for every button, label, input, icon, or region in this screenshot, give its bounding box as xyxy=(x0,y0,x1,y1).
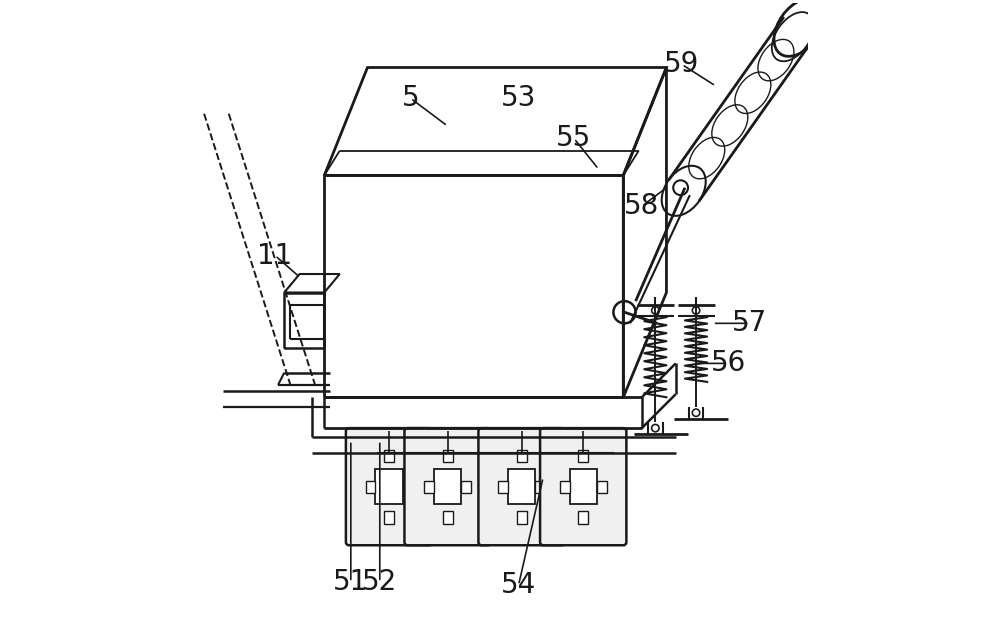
Bar xyxy=(498,481,508,493)
Bar xyxy=(535,481,545,493)
Text: 5: 5 xyxy=(402,85,419,113)
Text: 57: 57 xyxy=(732,309,767,337)
Text: 59: 59 xyxy=(664,50,700,78)
Bar xyxy=(403,481,412,493)
Bar xyxy=(375,470,403,504)
FancyBboxPatch shape xyxy=(540,428,626,545)
Bar xyxy=(597,481,607,493)
FancyBboxPatch shape xyxy=(478,428,565,545)
Bar xyxy=(443,450,453,462)
Text: 56: 56 xyxy=(710,350,746,378)
Text: 11: 11 xyxy=(257,241,293,269)
Text: 51: 51 xyxy=(333,569,368,596)
Bar xyxy=(578,450,588,462)
Text: 52: 52 xyxy=(362,569,397,596)
Text: 58: 58 xyxy=(624,192,659,220)
Bar xyxy=(461,481,471,493)
FancyBboxPatch shape xyxy=(346,428,432,545)
Bar xyxy=(366,481,375,493)
Bar xyxy=(508,470,535,504)
Bar xyxy=(517,450,527,462)
Text: 55: 55 xyxy=(556,124,592,152)
Bar xyxy=(434,470,461,504)
Bar xyxy=(570,470,597,504)
Text: 53: 53 xyxy=(501,85,536,113)
Bar xyxy=(517,511,527,524)
Bar xyxy=(443,511,453,524)
Bar xyxy=(384,450,394,462)
Bar xyxy=(578,511,588,524)
Text: 54: 54 xyxy=(501,572,536,600)
Bar xyxy=(384,511,394,524)
Bar xyxy=(560,481,570,493)
FancyBboxPatch shape xyxy=(404,428,491,545)
Bar xyxy=(424,481,434,493)
